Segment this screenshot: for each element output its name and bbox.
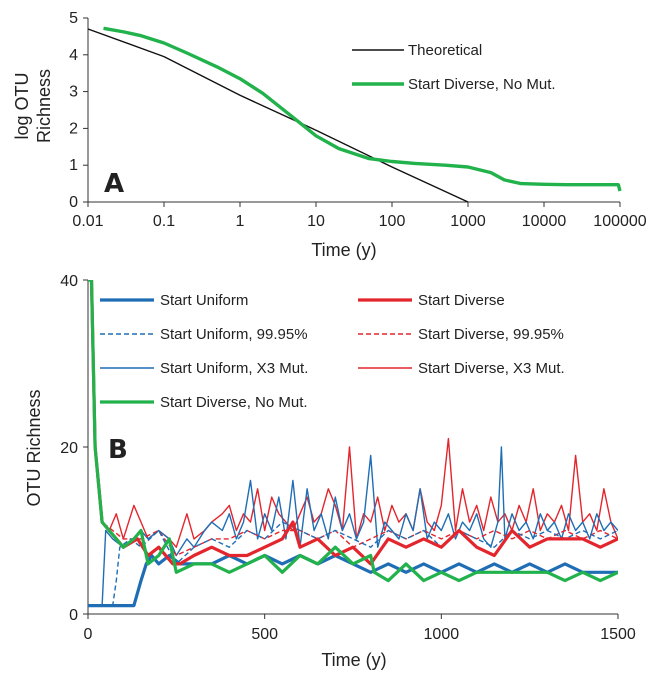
chart-a-y-tick-label: 5 <box>69 10 78 27</box>
chart-b-series-line-2 <box>88 280 618 566</box>
chart-a-y-axis-label-line2: Richness <box>34 69 54 143</box>
chart-b-legend-label-1: Start Uniform <box>160 292 248 309</box>
chart-a: 0.01 0.1 1 10 100 1000 10000 100000 0 1 2 3 4 5 Theor… <box>12 10 647 260</box>
chart-a-series-line-1 <box>87 28 469 203</box>
chart-b-series-line-4 <box>88 280 618 557</box>
chart-b-y-axis-label: OTU Richness <box>24 389 44 506</box>
chart-b-legend-label-2: Start Diverse <box>418 292 505 309</box>
chart-b-series-line-3 <box>88 521 618 607</box>
chart-a-series-group <box>87 26 622 203</box>
chart-b-series-line-7 <box>88 280 618 583</box>
chart-b-series-line-5 <box>88 446 618 607</box>
chart-a-x-tick-label: 10000 <box>522 213 567 230</box>
chart-a-y-axis-label-line1: log OTU <box>12 72 32 139</box>
chart-b-y-tick-label: 20 <box>60 440 78 457</box>
chart-a-x-tick-label: 1 <box>236 213 245 230</box>
chart-a-x-tick-label: 100000 <box>593 213 646 230</box>
chart-b-legend: Start Uniform Start Diverse Start Uniform,… <box>100 292 565 411</box>
chart-b: 0 500 1000 1500 0 20 40 Start Uniform Start Div… <box>24 273 636 670</box>
chart-b-series-group <box>88 280 618 608</box>
chart-b-x-tick-label: 1000 <box>424 626 460 643</box>
chart-a-y-tick-label: 4 <box>69 47 78 64</box>
chart-a-series-line-2 <box>103 26 622 192</box>
chart-a-axes: 0.01 0.1 1 10 100 1000 10000 100000 0 1 2 3 4 5 <box>69 10 647 230</box>
chart-a-y-tick-label: 1 <box>69 157 78 174</box>
chart-a-x-tick-label: 100 <box>379 213 406 230</box>
chart-a-x-tick-label: 0.1 <box>153 213 175 230</box>
chart-a-x-tick-label: 10 <box>307 213 325 230</box>
chart-b-legend-label-4: Start Diverse, 99.95% <box>418 326 564 343</box>
chart-b-y-tick-label: 40 <box>60 273 78 290</box>
chart-b-legend-label-5: Start Uniform, X3 Mut. <box>160 360 308 377</box>
chart-a-panel-label: A <box>104 169 124 199</box>
chart-b-axes: 0 500 1000 1500 0 20 40 <box>60 273 636 643</box>
chart-a-y-tick-label: 3 <box>69 84 78 101</box>
chart-b-series-line-6 <box>88 280 618 548</box>
chart-b-x-tick-label: 1500 <box>600 626 636 643</box>
chart-b-panel-label: B <box>108 435 128 465</box>
chart-b-x-tick-label: 0 <box>84 626 93 643</box>
chart-b-legend-label-6: Start Diverse, X3 Mut. <box>418 360 565 377</box>
chart-a-legend-label-1: Theoretical <box>408 42 482 59</box>
chart-b-legend-label-7: Start Diverse, No Mut. <box>160 394 308 411</box>
chart-b-legend-label-3: Start Uniform, 99.95% <box>160 326 308 343</box>
chart-b-x-axis-label: Time (y) <box>321 650 386 670</box>
chart-a-y-tick-label: 2 <box>69 120 78 137</box>
chart-b-y-tick-label: 0 <box>69 607 78 624</box>
chart-a-x-axis-label: Time (y) <box>311 240 376 260</box>
chart-a-x-tick-label: 1000 <box>450 213 486 230</box>
chart-a-legend: Theoretical Start Diverse, No Mut. <box>352 42 556 93</box>
chart-a-legend-label-2: Start Diverse, No Mut. <box>408 76 556 93</box>
chart-a-x-tick-label: 0.01 <box>72 213 103 230</box>
chart-a-y-tick-label: 0 <box>69 194 78 211</box>
chart-b-x-tick-label: 500 <box>251 626 278 643</box>
